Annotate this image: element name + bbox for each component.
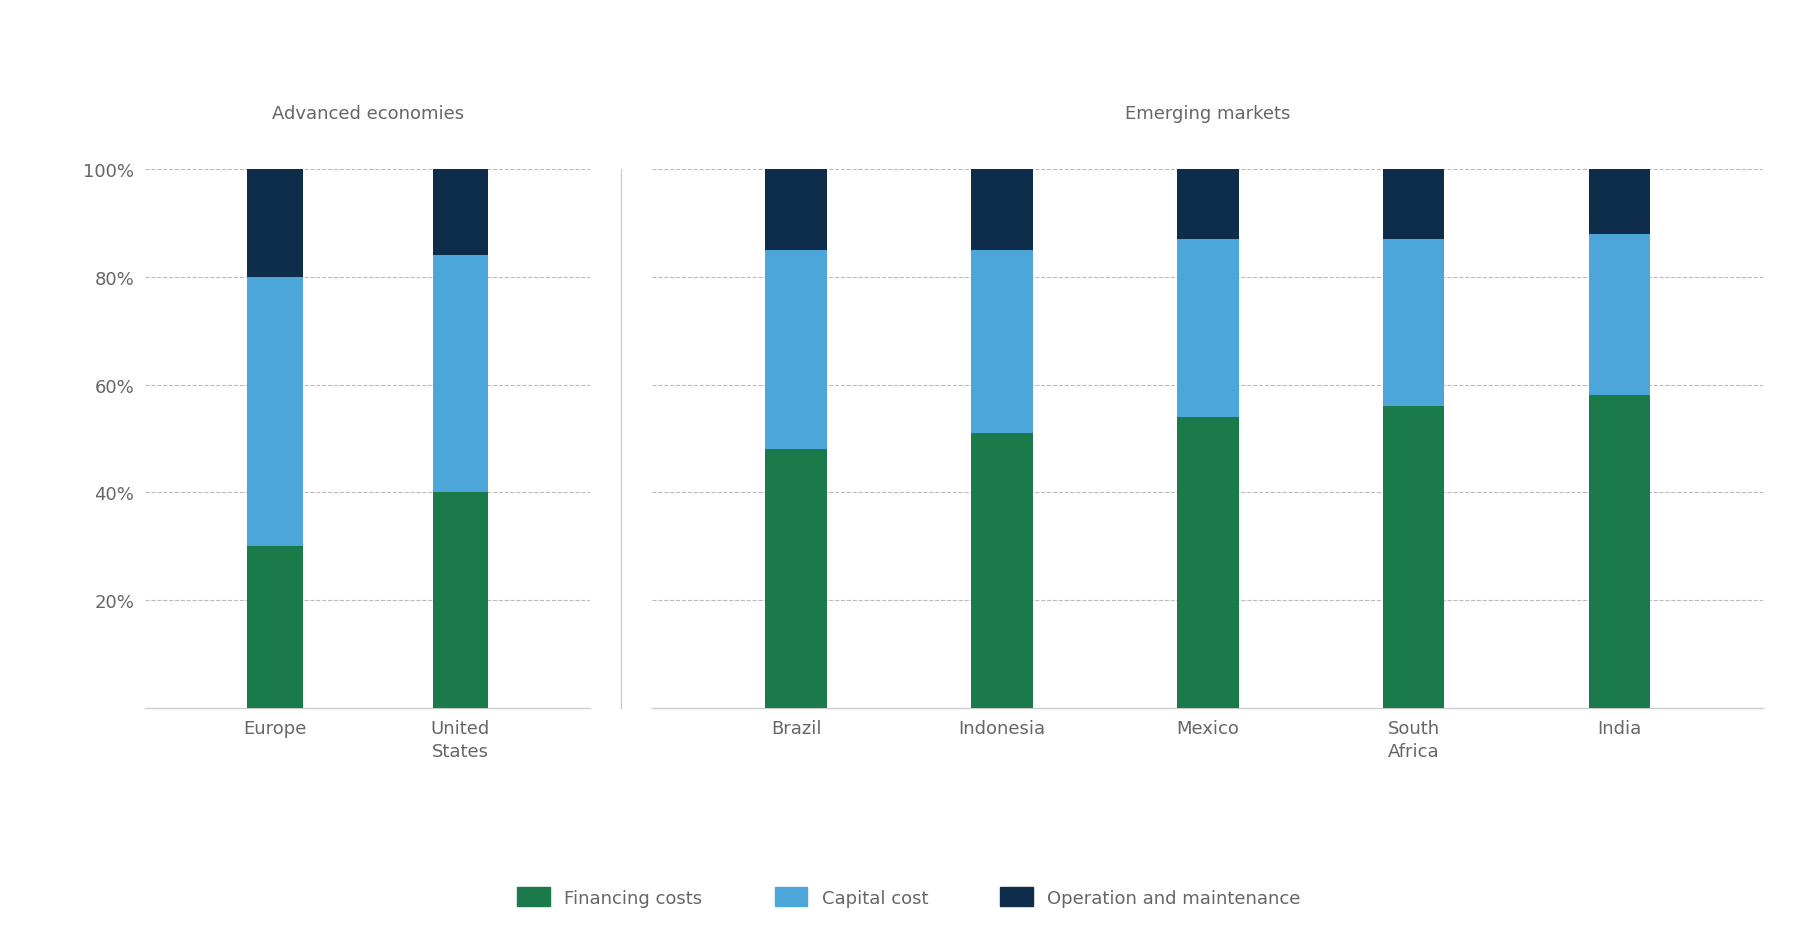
Bar [247, 170, 304, 278]
Bar [1383, 170, 1445, 240]
Bar [433, 170, 487, 256]
Text: Emerging markets: Emerging markets [1125, 105, 1291, 123]
Bar [971, 251, 1033, 433]
Bar [247, 547, 304, 708]
Bar [1383, 407, 1445, 708]
Bar [971, 433, 1033, 708]
Bar [1589, 396, 1651, 708]
Bar [1589, 234, 1651, 396]
Text: Advanced economies: Advanced economies [271, 105, 464, 123]
Bar [433, 256, 487, 493]
Bar [765, 449, 827, 708]
Bar [1176, 240, 1238, 417]
Bar [1176, 170, 1238, 240]
Bar [765, 170, 827, 251]
Bar [765, 251, 827, 449]
Bar [971, 170, 1033, 251]
Legend: Financing costs, Capital cost, Operation and maintenance: Financing costs, Capital cost, Operation… [518, 887, 1300, 906]
Bar [1589, 170, 1651, 234]
Bar [1383, 240, 1445, 407]
Bar [247, 278, 304, 547]
Bar [433, 493, 487, 708]
Bar [1176, 417, 1238, 708]
